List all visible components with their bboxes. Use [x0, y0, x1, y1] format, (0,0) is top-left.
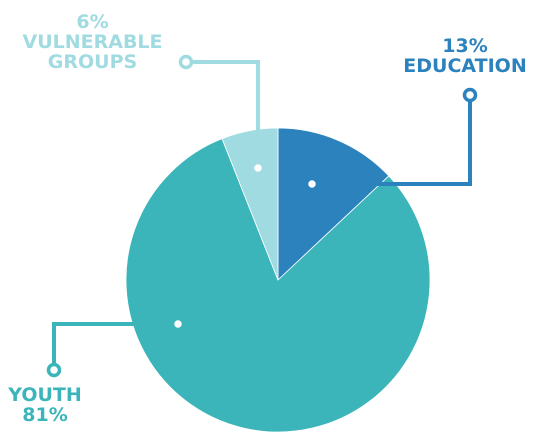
education-percent: 13% [442, 35, 488, 57]
education-name: EDUCATION [403, 55, 527, 77]
vulnerable-groups-leader [186, 60, 260, 168]
youth-name: YOUTH [8, 384, 82, 406]
vulnerable-groups-leader-end-marker [178, 54, 194, 70]
education-leader [312, 95, 472, 186]
vulnerable-groups-label: 6% VULNERABLE GROUPS [0, 12, 185, 72]
vulnerable-groups-leader-start-marker [250, 160, 266, 176]
youth-label: YOUTH 81% [0, 385, 90, 425]
youth-leader-end-marker [46, 362, 62, 378]
pie-slice-youth [125, 138, 431, 432]
education-label: 13% EDUCATION [395, 36, 535, 76]
vulnerable-groups-name-line1: VULNERABLE [22, 31, 163, 53]
education-leader-end-marker [462, 87, 478, 103]
pie-slice-education [277, 127, 390, 281]
vulnerable-groups-percent: 6% [76, 11, 109, 33]
youth-leader-start-marker [170, 316, 186, 332]
vulnerable-groups-name-line2: GROUPS [47, 51, 138, 73]
youth-percent: 81% [22, 404, 68, 426]
youth-leader [52, 322, 178, 370]
education-leader-start-marker [304, 176, 320, 192]
